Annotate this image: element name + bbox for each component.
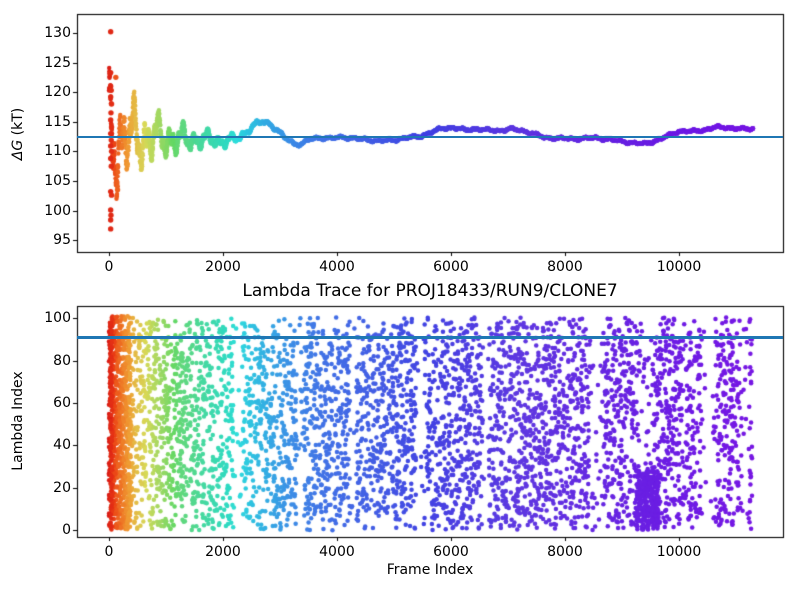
lambda-mean-line xyxy=(77,336,783,339)
tick-label: 105 xyxy=(44,172,71,189)
tick-label: 4000 xyxy=(319,259,355,275)
tick-label: 6000 xyxy=(433,259,469,275)
x-axis-label: Frame Index xyxy=(386,562,474,578)
bottom-plot-ylabel: Lambda Index xyxy=(10,371,26,471)
tick-label: 120 xyxy=(44,84,71,101)
tick-label: 10000 xyxy=(656,544,702,560)
tick-label: 10000 xyxy=(656,259,702,275)
tick-label: 2000 xyxy=(205,259,241,275)
tick-label: 8000 xyxy=(547,544,583,560)
tick-label: 110 xyxy=(44,143,71,160)
tick-label: 100 xyxy=(44,202,71,219)
tick-label: 0 xyxy=(62,522,71,539)
tick-label: 95 xyxy=(53,232,71,249)
dg-mean-line xyxy=(77,135,783,139)
tick-label: 20 xyxy=(53,479,71,496)
tick-label: 0 xyxy=(104,544,114,560)
tick-label: 8000 xyxy=(547,259,583,275)
tick-label: 60 xyxy=(53,395,71,412)
tick-label: 40 xyxy=(53,437,71,454)
chart-title: Lambda Trace for PROJ18433/RUN9/CLONE7 xyxy=(242,281,618,301)
tick-label: 0 xyxy=(104,259,114,275)
tick-label: 115 xyxy=(44,113,71,130)
top-plot-ylabel: ΔG (kT) xyxy=(10,64,26,204)
tick-label: 100 xyxy=(44,310,71,327)
tick-label: 80 xyxy=(53,352,71,369)
tick-label: 2000 xyxy=(205,544,241,560)
tick-label: 6000 xyxy=(433,544,469,560)
tick-label: 4000 xyxy=(319,544,355,560)
delta-g-unit: (kT) xyxy=(10,107,26,140)
tick-label: 130 xyxy=(44,24,71,41)
tick-label: 125 xyxy=(44,54,71,71)
delta-g-symbol: ΔG xyxy=(10,139,26,161)
